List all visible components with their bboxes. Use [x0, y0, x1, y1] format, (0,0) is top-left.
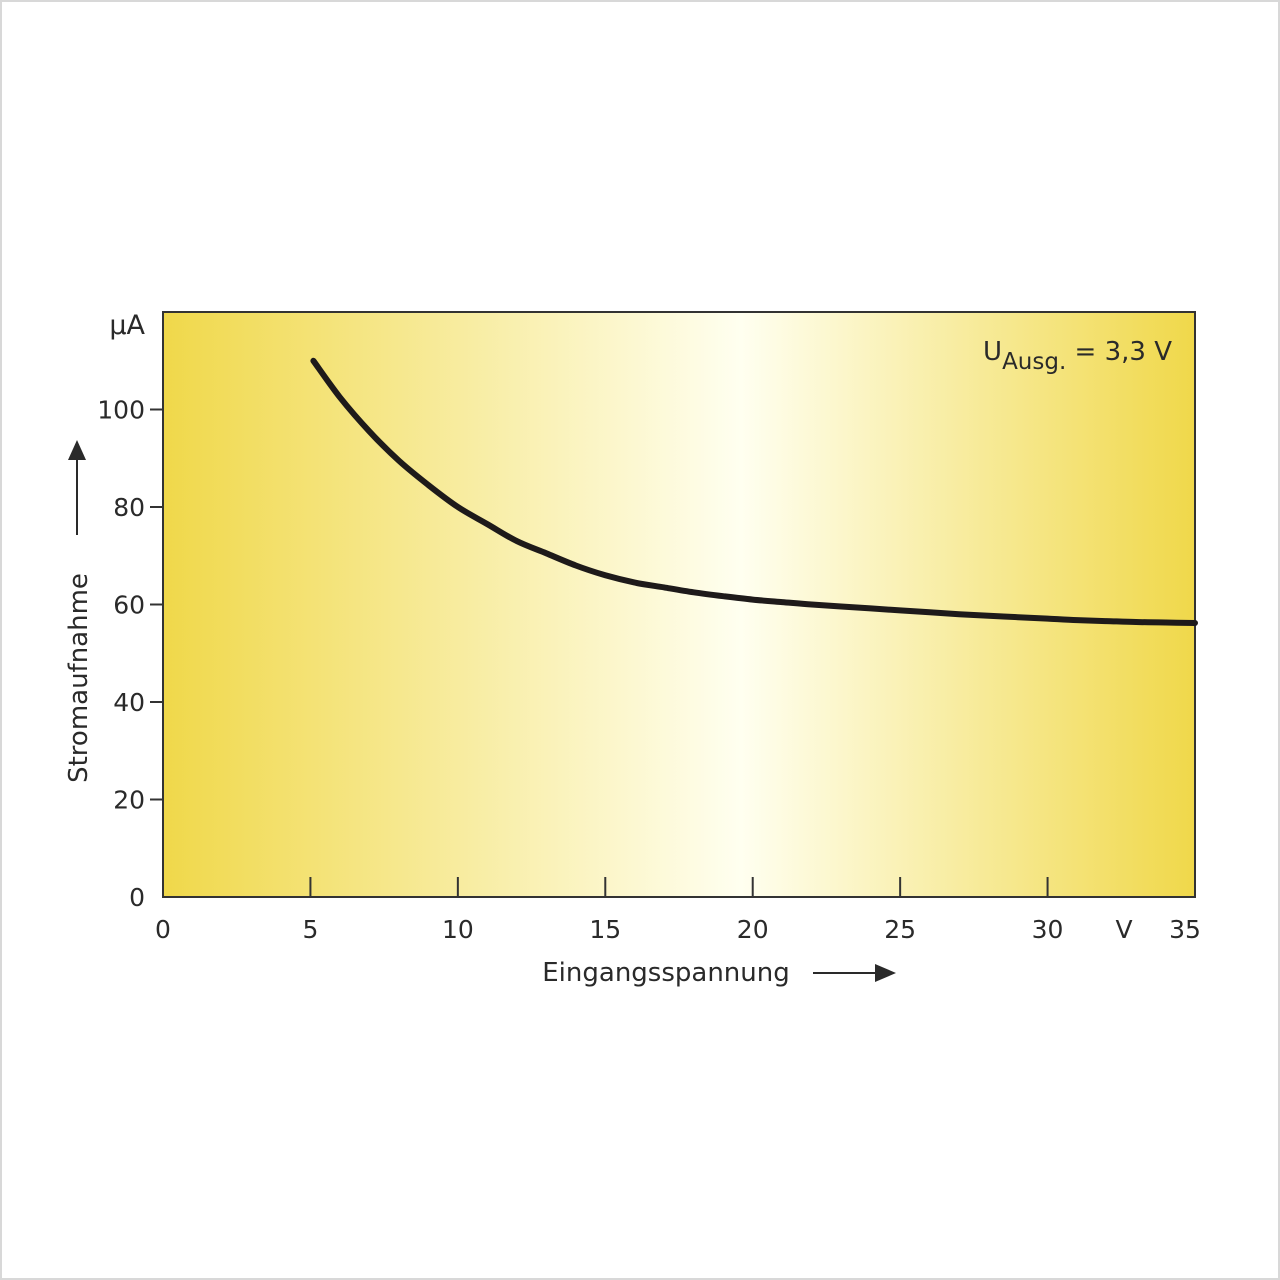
y-tick-label: 80 [113, 493, 145, 522]
x-axis-arrow [813, 964, 896, 982]
x-tick-label: 15 [589, 915, 621, 944]
y-tick-label: 60 [113, 591, 145, 620]
y-tick-label: 20 [113, 786, 145, 815]
y-axis-title: Stromaufnahme [64, 573, 94, 783]
plot-background [162, 311, 1196, 898]
x-tick-label: 30 [1032, 915, 1064, 944]
annotation-symbol: U [983, 337, 1002, 367]
x-tick-label: 5 [302, 915, 318, 944]
annotation-value: = 3,3 V [1066, 337, 1172, 367]
current-curve [310, 357, 1198, 626]
x-tick-label: 25 [884, 915, 916, 944]
y-unit-label: µA [109, 310, 145, 341]
output-voltage-annotation: UAusg. = 3,3 V [983, 337, 1172, 375]
x-tick-label: 10 [442, 915, 474, 944]
y-tick-label: 0 [129, 883, 145, 912]
x-tick-label: 35 [1169, 915, 1201, 944]
annotation-subscript: Ausg. [1002, 349, 1066, 375]
y-tick-label: 40 [113, 688, 145, 717]
y-axis-arrow [68, 440, 86, 535]
x-axis-title: Eingangsspannung [542, 958, 790, 988]
y-tick-label: 100 [97, 396, 145, 425]
x-unit-label: V [1115, 915, 1132, 944]
x-tick-label: 0 [155, 915, 171, 944]
x-tick-label: 20 [737, 915, 769, 944]
